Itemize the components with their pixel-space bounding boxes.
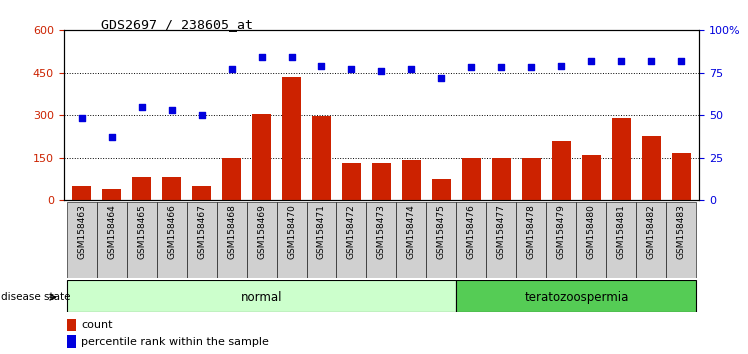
Text: GSM158464: GSM158464 xyxy=(107,204,116,259)
Bar xyxy=(156,202,186,278)
Point xyxy=(435,75,447,80)
Bar xyxy=(307,202,337,278)
Bar xyxy=(552,141,571,200)
Text: GSM158471: GSM158471 xyxy=(317,204,326,259)
Point xyxy=(525,65,537,70)
Point xyxy=(646,58,657,63)
Text: GSM158463: GSM158463 xyxy=(77,204,86,259)
Text: GSM158478: GSM158478 xyxy=(527,204,536,259)
Bar xyxy=(666,202,696,278)
Text: count: count xyxy=(81,320,112,330)
Bar xyxy=(577,202,607,278)
Text: percentile rank within the sample: percentile rank within the sample xyxy=(81,337,269,347)
Bar xyxy=(216,202,247,278)
Text: GSM158465: GSM158465 xyxy=(137,204,146,259)
Text: disease state: disease state xyxy=(1,292,70,302)
Bar xyxy=(312,116,331,200)
Bar xyxy=(102,189,121,200)
Bar xyxy=(72,186,91,200)
Text: GSM158476: GSM158476 xyxy=(467,204,476,259)
Text: GSM158467: GSM158467 xyxy=(197,204,206,259)
Bar xyxy=(426,202,456,278)
Bar xyxy=(432,179,451,200)
Bar xyxy=(186,202,216,278)
Bar xyxy=(582,155,601,200)
Bar xyxy=(402,160,421,200)
Bar xyxy=(607,202,637,278)
Text: GSM158479: GSM158479 xyxy=(557,204,566,259)
Bar xyxy=(67,335,76,348)
Bar xyxy=(337,202,367,278)
Point xyxy=(165,107,177,113)
Bar xyxy=(252,114,272,200)
Point xyxy=(346,66,358,72)
Text: GSM158474: GSM158474 xyxy=(407,204,416,259)
Bar xyxy=(67,280,456,312)
Bar xyxy=(282,77,301,200)
Text: GSM158469: GSM158469 xyxy=(257,204,266,259)
Bar xyxy=(162,177,181,200)
Point xyxy=(286,55,298,60)
Bar xyxy=(126,202,156,278)
Bar xyxy=(521,158,542,200)
Bar xyxy=(547,202,577,278)
Point xyxy=(675,58,687,63)
Bar xyxy=(396,202,426,278)
Point xyxy=(556,63,568,69)
Point xyxy=(316,63,328,69)
Bar xyxy=(456,202,486,278)
Point xyxy=(76,116,88,121)
Point xyxy=(226,66,238,72)
Bar xyxy=(642,136,661,200)
Point xyxy=(135,104,147,109)
Bar xyxy=(612,118,631,200)
Point xyxy=(256,55,268,60)
Text: GSM158480: GSM158480 xyxy=(587,204,596,259)
Bar xyxy=(456,280,696,312)
Text: GSM158470: GSM158470 xyxy=(287,204,296,259)
Text: GSM158473: GSM158473 xyxy=(377,204,386,259)
Bar xyxy=(191,186,211,200)
Text: GSM158482: GSM158482 xyxy=(647,204,656,259)
Text: normal: normal xyxy=(241,291,282,304)
Bar xyxy=(342,163,361,200)
Text: GSM158472: GSM158472 xyxy=(347,204,356,259)
Point xyxy=(465,65,477,70)
Text: GSM158475: GSM158475 xyxy=(437,204,446,259)
Text: GDS2697 / 238605_at: GDS2697 / 238605_at xyxy=(101,18,253,31)
Bar xyxy=(637,202,666,278)
Point xyxy=(586,58,598,63)
Bar xyxy=(96,202,126,278)
Text: GSM158468: GSM158468 xyxy=(227,204,236,259)
Text: teratozoospermia: teratozoospermia xyxy=(524,291,628,304)
Bar xyxy=(372,163,391,200)
Bar xyxy=(277,202,307,278)
Point xyxy=(495,65,507,70)
Text: GSM158477: GSM158477 xyxy=(497,204,506,259)
Point xyxy=(105,134,117,140)
Bar xyxy=(67,202,96,278)
Text: GSM158481: GSM158481 xyxy=(617,204,626,259)
Bar xyxy=(132,177,151,200)
Point xyxy=(405,66,417,72)
Bar xyxy=(67,319,76,331)
Text: GSM158466: GSM158466 xyxy=(167,204,176,259)
Point xyxy=(195,112,207,118)
Text: GSM158483: GSM158483 xyxy=(677,204,686,259)
Bar xyxy=(672,153,691,200)
Bar xyxy=(462,158,481,200)
Bar xyxy=(221,158,242,200)
Bar xyxy=(491,158,511,200)
Bar xyxy=(247,202,277,278)
Bar xyxy=(367,202,396,278)
Bar xyxy=(486,202,516,278)
Point xyxy=(375,68,387,74)
Bar xyxy=(516,202,547,278)
Point xyxy=(616,58,628,63)
